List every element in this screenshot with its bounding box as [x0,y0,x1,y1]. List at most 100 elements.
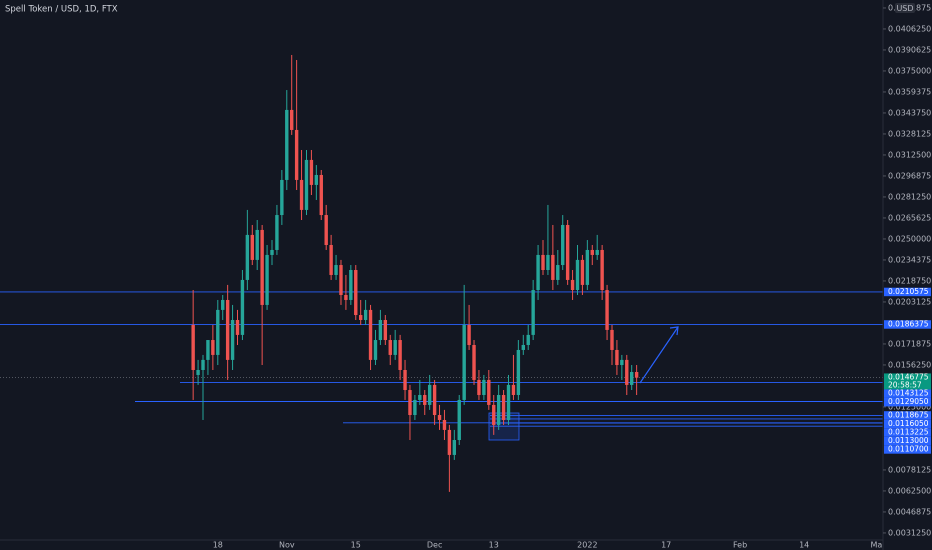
candle-body [255,229,259,260]
y-tick-label: 0.0328125 [888,129,931,138]
price-line-badge [884,436,931,446]
candle-body [285,109,289,180]
candle-body [294,129,299,180]
candle-body [314,174,319,185]
candle-body [398,340,402,370]
x-tick-label: Feb [733,541,747,550]
candle-body [206,340,210,360]
candle-body [403,369,407,391]
candle-body [496,394,501,425]
y-tick-label: 0.0078125 [888,465,931,474]
candle-body [625,359,629,385]
candle-body [191,324,195,370]
candle-body [590,249,594,255]
candle-body [413,399,417,416]
candle-body [245,234,250,280]
x-tick-label: Mar [871,541,887,550]
candle-body [452,440,457,455]
candle-body [309,159,314,185]
y-tick-label: 0.0218750 [888,276,931,285]
last-price-badge [884,373,931,390]
price-line-label: 0.0186375 [888,319,929,328]
candle-body [536,254,540,291]
y-tick-label: 0.0265625 [888,213,931,222]
candle-body [358,315,363,320]
chart-title: Spell Token / USD, 1D, FTX [5,5,118,15]
currency: USD [896,4,913,13]
candle-body [511,384,516,395]
candle-body [383,319,388,341]
candle-body [290,109,294,130]
y-tick-label: 0.0171875 [888,339,931,348]
candle-body [423,394,427,405]
candle-body [551,254,555,280]
axis-labels: 0.04218750.04062500.03906250.03750000.03… [883,3,931,537]
candle-body [354,270,358,316]
candle-body [565,224,570,280]
candle-body [408,390,412,416]
candle-body [437,415,442,420]
x-tick-label: 18 [213,541,223,550]
candle-body [349,270,353,300]
candle-body [250,234,254,260]
candle-body [329,245,333,275]
candle-body [388,340,392,355]
y-tick-label: 0.0375000 [888,66,931,75]
candle-body [546,254,550,270]
candle-body [221,299,225,310]
candle-body [580,259,585,285]
price-line-badge [884,411,931,420]
candle-body [393,340,397,355]
price-axis [883,0,932,550]
candle-body [492,404,496,425]
candle-body [216,309,220,355]
candle-body [521,344,525,350]
price-line-badge [884,419,931,429]
y-tick-label: 0.0125000 [888,402,931,411]
y-tick-label: 0.0406250 [888,24,931,33]
candle-body [457,399,461,441]
candle-body [462,324,466,400]
price-line-badge [884,445,931,454]
candle-body [585,249,590,285]
y-tick-label: 0.0390625 [888,45,931,54]
candle-body [487,379,491,405]
candle-body [363,309,368,320]
candle-body [319,174,323,216]
candle-body [442,419,447,430]
x-tick-label: Nov [279,541,295,550]
candle-body [610,329,614,350]
price-line-label: 0.0116050 [888,419,929,428]
y-tick-label: 0.0343750 [888,108,931,117]
price-line-badge [884,428,931,437]
candle-body [334,265,338,275]
y-tick-label: 0.0359375 [888,87,931,96]
x-tick-label: 13 [489,541,499,550]
candle-body [447,429,452,455]
candle-body [541,254,545,270]
price-line-badge [884,389,931,398]
candle-body [531,290,535,335]
candle-body [225,299,230,360]
candle-body [467,324,471,345]
candle-body [561,224,565,266]
last-price-label: 0.0146775 [888,373,929,382]
candle-body [629,372,634,385]
candle-body [427,384,432,405]
price-line-label: 0.0143125 [888,389,929,398]
y-tick-label: 0.0296875 [888,171,931,180]
y-tick-label: 0.0062500 [888,486,931,495]
candle-body [368,309,373,360]
arrow-line [639,326,679,384]
candle-body [615,349,619,366]
candle-body [230,319,235,360]
countdown: 20:58:57 [888,380,922,389]
price-line-label: 0.0113225 [888,427,929,436]
candle-body [211,340,215,355]
candle-body [275,215,279,250]
price-line-label: 0.0118675 [888,410,929,419]
candle-body [600,249,604,291]
candle-body [324,215,328,246]
